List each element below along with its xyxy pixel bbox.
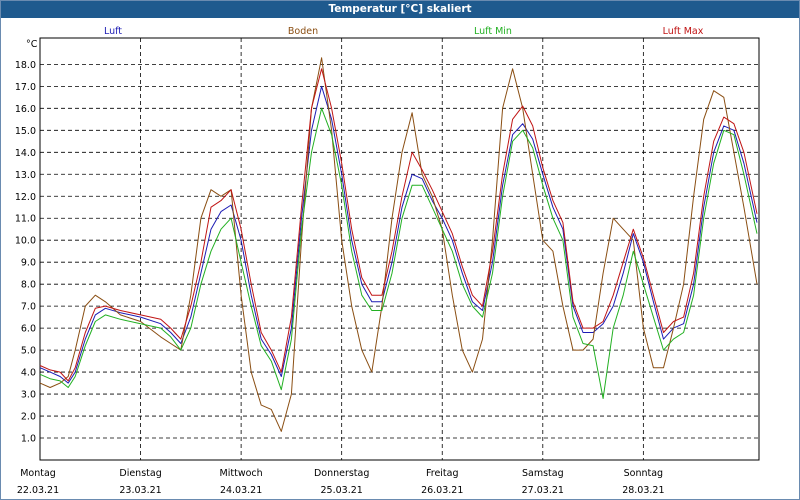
y-axis: °C 1.0 2.0 3.0 4.0 5.0 6.0 7.0 8.0 9.0 10.0 11.0 12.… (15, 39, 38, 445)
x-tick-date: 28.03.21 (622, 485, 664, 496)
y-tick-label: 2.0 (21, 412, 36, 423)
x-tick-day: Mittwoch (220, 468, 263, 479)
y-tick-label: 14.0 (15, 148, 36, 159)
legend-entry-luft: Luft (104, 26, 122, 37)
x-tick-day: Samstag (522, 468, 564, 479)
y-tick-label: 13.0 (15, 170, 36, 181)
series-line-luft-min (39, 107, 758, 399)
x-tick-day: Dienstag (119, 468, 161, 479)
y-tick-label: 15.0 (15, 126, 36, 137)
series-line-luft (39, 85, 758, 384)
plot-area (39, 37, 760, 461)
window-title: Temperatur [°C] skaliert (328, 3, 472, 15)
legend-entry-boden: Boden (288, 26, 318, 37)
y-tick-label: 10.0 (15, 236, 36, 247)
legend: Luft Boden Luft Min Luft Max (104, 26, 704, 37)
series-line-luft-max (39, 68, 758, 382)
y-tick-label: 8.0 (21, 280, 36, 291)
x-tick-date: 27.03.21 (522, 485, 564, 496)
x-tick-date: 25.03.21 (321, 485, 363, 496)
x-tick-date: 22.03.21 (17, 485, 59, 496)
y-axis-unit: °C (26, 39, 38, 50)
legend-entry-luft-min: Luft Min (474, 26, 512, 37)
series-lines (39, 57, 758, 432)
plot-frame (39, 37, 760, 461)
y-tick-label: 16.0 (15, 104, 36, 115)
y-tick-label: 18.0 (15, 60, 36, 71)
x-tick-day: Montag (20, 468, 56, 479)
y-tick-label: 3.0 (21, 390, 36, 401)
x-tick-date: 23.03.21 (119, 485, 161, 496)
y-tick-label: 4.0 (21, 368, 36, 379)
x-tick-day: Sonntag (624, 468, 663, 479)
y-tick-label: 12.0 (15, 192, 36, 203)
x-axis: Montag 22.03.21 Dienstag 23.03.21 Mittwoch 24… (17, 468, 665, 496)
y-tick-label: 5.0 (21, 346, 36, 357)
y-tick-label: 1.0 (21, 434, 36, 445)
x-tick-date: 26.03.21 (421, 485, 463, 496)
x-tick-date: 24.03.21 (220, 485, 262, 496)
title-bar: Temperatur [°C] skaliert (1, 1, 799, 18)
y-tick-label: 9.0 (21, 258, 36, 269)
x-tick-day: Freitag (426, 468, 459, 479)
legend-entry-luft-max: Luft Max (663, 26, 704, 37)
y-tick-label: 11.0 (15, 214, 36, 225)
y-tick-label: 7.0 (21, 302, 36, 313)
x-tick-day: Donnerstag (314, 468, 369, 479)
y-tick-label: 6.0 (21, 324, 36, 335)
y-tick-label: 17.0 (15, 82, 36, 93)
series-line-boden (39, 57, 758, 432)
